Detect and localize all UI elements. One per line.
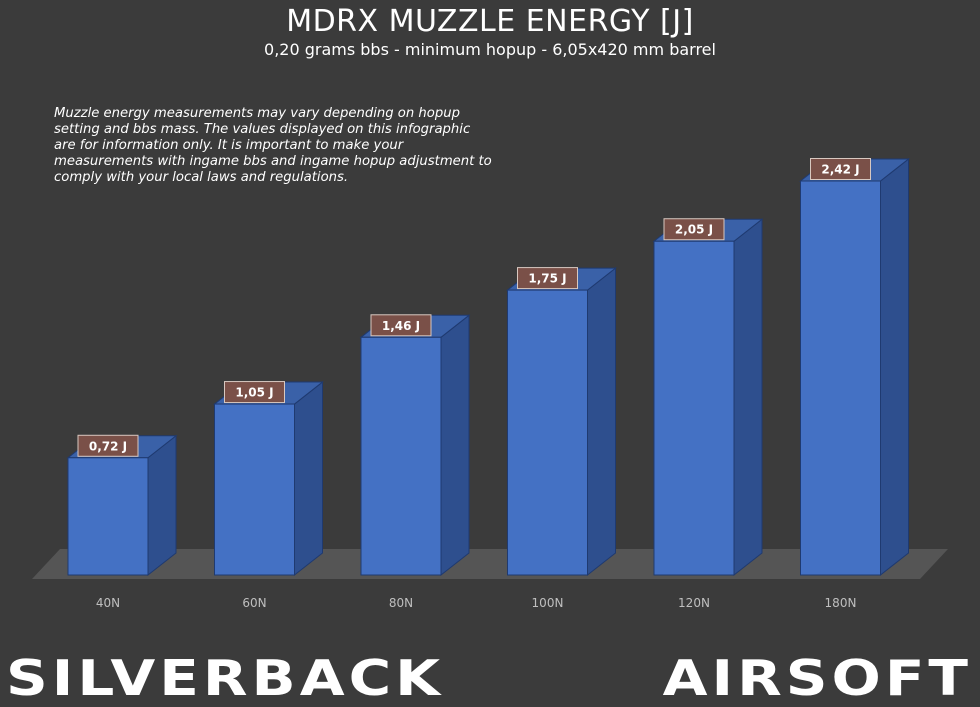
- data-label-text: 1,46 J: [382, 319, 420, 333]
- x-tick-label: 120N: [678, 596, 710, 610]
- chart-title: MDRX MUZZLE ENERGY [J]: [286, 4, 694, 39]
- brand-word-airsoft: AIRSOFT: [662, 648, 972, 707]
- data-labels-group: 0,72 J 1,05 J 1,46 J 1,75 J 2,05 J 2,42 J: [77, 158, 871, 457]
- x-tick-label: 180N: [825, 596, 857, 610]
- disclaimer-text: Muzzle energy measurements may vary depe…: [54, 106, 492, 185]
- bar: [506, 267, 617, 577]
- data-label-text: 1,75 J: [528, 272, 566, 286]
- bar-side: [733, 218, 763, 577]
- data-label: 1,46 J: [370, 314, 432, 337]
- x-tick-label: 40N: [96, 596, 120, 610]
- brand-word-silverback: SILVERBACK: [6, 648, 445, 707]
- data-label-text: 2,42 J: [821, 163, 859, 177]
- data-label-text: 1,05 J: [235, 386, 273, 400]
- bar-side: [880, 157, 909, 577]
- bar: [213, 381, 324, 577]
- bar-chart: 0,72 J 1,05 J 1,46 J 1,75 J 2,05 J 2,42 J 40N…: [32, 157, 948, 610]
- bar-side: [294, 381, 323, 577]
- data-label: 0,72 J: [77, 434, 139, 457]
- data-label: 2,05 J: [663, 218, 725, 241]
- bar: [799, 157, 910, 577]
- data-label-box: [663, 218, 725, 241]
- bar-side: [440, 314, 470, 577]
- bar-front: [507, 289, 588, 576]
- bar-front: [67, 457, 149, 576]
- data-label-text: 2,05 J: [675, 223, 713, 237]
- data-label: 1,75 J: [517, 267, 578, 290]
- data-label-box: [370, 314, 432, 337]
- data-label-box: [517, 267, 578, 290]
- bar-front: [214, 403, 295, 576]
- bar-side: [587, 267, 616, 577]
- bar-front: [653, 240, 735, 576]
- data-label: 2,42 J: [810, 158, 871, 180]
- data-label-text: 0,72 J: [89, 439, 127, 453]
- brand-logo: SILVERBACK AIRSOFT: [0, 648, 980, 707]
- x-tick-label: 60N: [242, 596, 266, 610]
- bar: [359, 314, 471, 577]
- chart-subtitle: 0,20 grams bbs - minimum hopup - 6,05x42…: [264, 40, 716, 59]
- data-label-box: [224, 381, 285, 404]
- x-tick-label: 80N: [389, 596, 413, 610]
- bar: [652, 218, 764, 577]
- x-tick-labels-group: 40N 60N 80N 100N 120N 180N: [96, 596, 857, 610]
- bars-group: [66, 157, 910, 577]
- data-label-box: [77, 434, 139, 457]
- data-label-box: [810, 158, 871, 180]
- bar-side: [147, 434, 177, 577]
- bar-front: [800, 180, 881, 576]
- x-tick-label: 100N: [532, 596, 564, 610]
- data-label: 1,05 J: [224, 381, 285, 404]
- bar-front: [360, 336, 442, 576]
